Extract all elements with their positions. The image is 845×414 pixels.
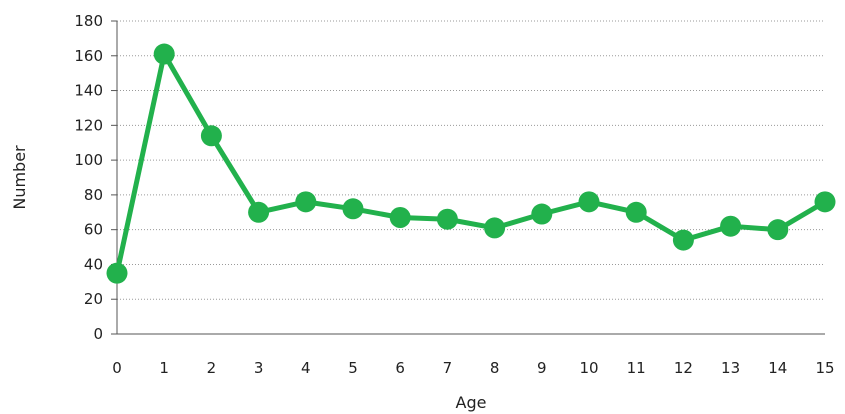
axes [111,21,825,335]
y-tick-label: 60 [84,221,103,239]
y-tick-label: 0 [93,325,103,343]
x-tick-label: 11 [627,359,646,377]
data-point [672,229,694,251]
x-tick-label: 9 [537,359,547,377]
series-layer [106,43,836,284]
y-tick-label: 40 [84,255,103,273]
x-tick-label: 8 [490,359,500,377]
data-point [153,43,175,65]
data-point [767,219,789,241]
y-tick-label: 100 [74,151,103,169]
data-point [436,208,458,230]
data-point [814,191,836,213]
x-tick-label: 13 [721,359,740,377]
data-point [342,198,364,220]
y-tick-label: 80 [84,186,103,204]
grid-lines [117,20,825,300]
y-tick-label: 20 [84,290,103,308]
data-point [531,203,553,225]
y-tick-labels: 0 20 40 60 80 100 120 140 160 180 [74,12,117,343]
y-tick-label: 180 [74,12,103,30]
data-point [295,191,317,213]
x-tick-label: 0 [112,359,122,377]
y-axis-title: Number [10,145,29,210]
data-point [625,201,647,223]
x-tick-label: 15 [815,359,834,377]
data-point [248,201,270,223]
y-tick-label: 140 [74,82,103,100]
x-tick-label: 7 [443,359,453,377]
x-tick-labels: 0 1 2 3 4 5 6 7 8 9 10 11 12 13 14 15 [112,359,834,377]
x-tick-label: 1 [159,359,169,377]
data-point [484,217,506,239]
x-tick-label: 5 [348,359,358,377]
data-point [389,206,411,228]
x-axis-title: Age [456,393,487,412]
data-point [720,215,742,237]
x-tick-label: 3 [254,359,264,377]
y-tick-label: 160 [74,47,103,65]
y-tick-label: 120 [74,116,103,134]
series-line [114,51,828,276]
x-tick-label: 6 [395,359,405,377]
data-point [200,125,222,147]
x-tick-label: 12 [674,359,693,377]
data-point [106,262,128,284]
data-point [578,191,600,213]
x-tick-label: 14 [768,359,787,377]
x-tick-label: 10 [579,359,598,377]
x-tick-label: 2 [207,359,217,377]
x-tick-label: 4 [301,359,311,377]
